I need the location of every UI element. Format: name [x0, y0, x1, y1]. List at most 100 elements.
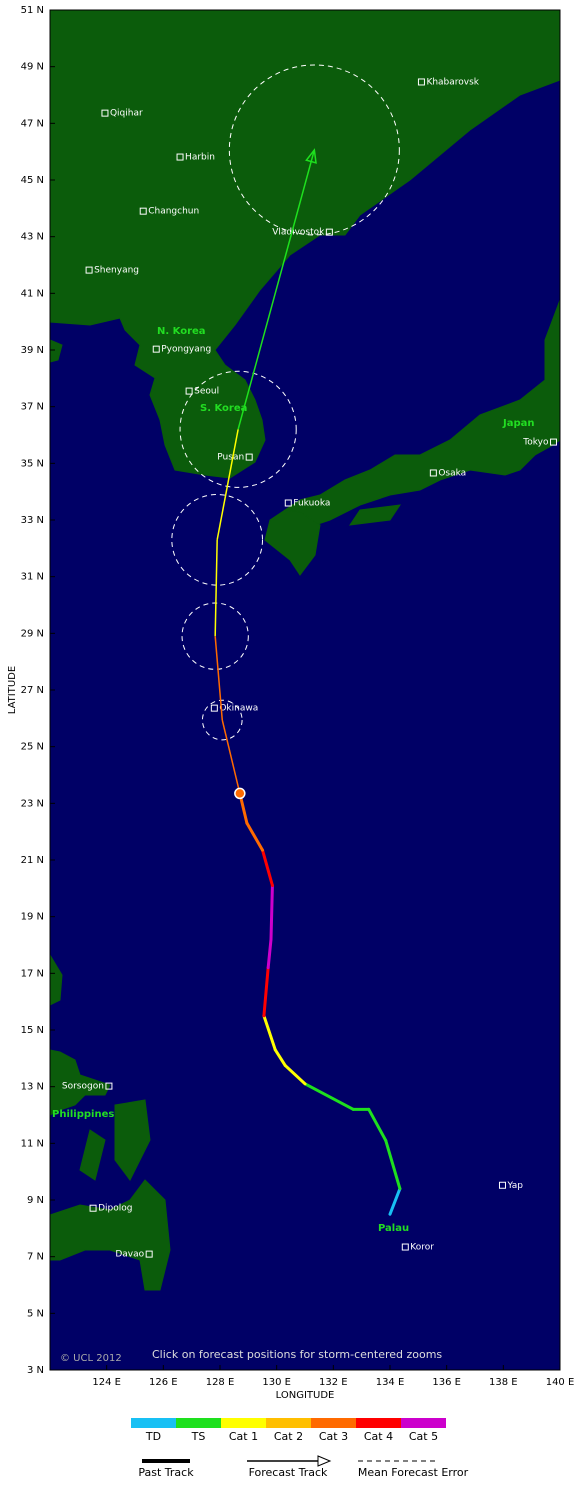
city-marker — [152, 345, 160, 353]
city-label: Harbin — [185, 153, 215, 163]
city-marker — [325, 228, 333, 236]
past-track-segment — [269, 884, 274, 941]
y-tick-label: 41 N — [21, 288, 44, 299]
y-tick-label: 35 N — [21, 458, 44, 469]
forecast-error-circle — [171, 493, 264, 586]
y-tick-label: 51 N — [21, 5, 44, 16]
city-marker — [176, 153, 184, 161]
land — [49, 9, 561, 1291]
y-tick-label: 13 N — [21, 1082, 44, 1093]
y-tick-label: 3 N — [27, 1365, 44, 1376]
legend-swatch — [176, 1418, 221, 1428]
legend-label: Cat 4 — [364, 1430, 393, 1443]
city-marker — [284, 499, 292, 507]
y-tick-label: 9 N — [27, 1195, 44, 1206]
copyright: © UCL 2012 — [60, 1353, 122, 1364]
city-marker — [429, 469, 437, 477]
legend-label: Cat 2 — [274, 1430, 303, 1443]
past-track-segment — [262, 1014, 277, 1052]
city-marker — [101, 109, 109, 117]
forecast-track-segment — [214, 539, 218, 637]
x-tick-label: 132 E — [319, 1377, 348, 1388]
past-track-segment — [261, 848, 274, 887]
y-tick-label: 27 N — [21, 685, 44, 696]
city-marker — [145, 1250, 153, 1258]
note: Click on forecast positions for storm-ce… — [152, 1348, 442, 1361]
city-marker — [85, 266, 93, 274]
city-marker — [139, 207, 147, 215]
region-label: N. Korea — [157, 326, 206, 337]
city-label: Changchun — [148, 207, 199, 217]
y-tick-label: 49 N — [21, 62, 44, 73]
city-label: Pusan — [217, 453, 244, 463]
city-label: Shenyang — [94, 266, 139, 276]
city-label: Koror — [410, 1243, 434, 1253]
city-label: Yap — [506, 1181, 523, 1191]
city-label: Seoul — [194, 387, 219, 397]
y-tick-label: 5 N — [27, 1308, 44, 1319]
current-position — [234, 787, 246, 800]
legend-swatch — [311, 1418, 356, 1428]
region-labels: N. Korea S. Korea Japan Philippines Pala… — [52, 326, 535, 1234]
past-track-segment — [303, 1082, 355, 1111]
legend-label: Cat 3 — [319, 1430, 348, 1443]
past-track-segment — [388, 1187, 402, 1216]
y-tick-label: 7 N — [27, 1252, 44, 1263]
city-label: Pyongyang — [161, 345, 211, 355]
past-track-segment — [367, 1107, 388, 1142]
city-label: Davao — [115, 1250, 144, 1260]
y-tick-label: 45 N — [21, 175, 44, 186]
legend-swatch — [266, 1418, 311, 1428]
x-tick-label: 124 E — [92, 1377, 121, 1388]
y-tick-label: 25 N — [21, 742, 44, 753]
x-tick-label: 140 E — [546, 1377, 575, 1388]
city-marker — [210, 704, 218, 712]
x-tick-label: 138 E — [489, 1377, 518, 1388]
legend-forecast: Forecast Track — [249, 1466, 328, 1479]
y-tick-label: 15 N — [21, 1025, 44, 1036]
forecast-arrow — [305, 148, 317, 164]
y-tick-label: 47 N — [21, 118, 44, 129]
past-track-segment — [262, 966, 270, 1018]
city-label: Qiqihar — [110, 109, 143, 119]
city-marker — [498, 1181, 506, 1189]
y-tick-label: 21 N — [21, 855, 44, 866]
region-label: S. Korea — [200, 403, 247, 414]
region-label: Palau — [378, 1223, 409, 1234]
x-axis-title: LONGITUDE — [276, 1390, 335, 1401]
forecast-track-segment — [237, 149, 316, 430]
city-marker — [89, 1204, 97, 1212]
past-track-segment — [283, 1063, 307, 1086]
past-track-segment — [266, 937, 273, 970]
city-marker — [401, 1243, 409, 1251]
city-label: Fukuoka — [293, 499, 330, 509]
x-tick-label: 134 E — [376, 1377, 405, 1388]
legend: Past Track Forecast Track Mean Forecast … — [138, 1455, 469, 1479]
city-label: Vladivostok — [272, 228, 325, 238]
city-marker — [245, 453, 253, 461]
y-tick-label: 11 N — [21, 1138, 44, 1149]
city-label: Tokyo — [522, 438, 549, 448]
forecast-error-circle — [201, 699, 243, 741]
y-tick-label: 37 N — [21, 402, 44, 413]
y-tick-label: 19 N — [21, 912, 44, 923]
forecast-track-segment — [214, 636, 224, 721]
y-tick-label: 23 N — [21, 798, 44, 809]
city-marker — [417, 78, 425, 86]
city-label: Dipolog — [98, 1204, 132, 1214]
y-tick-label: 43 N — [21, 232, 44, 243]
y-tick-label: 29 N — [21, 628, 44, 639]
city-marker — [185, 387, 193, 395]
city-marker — [105, 1082, 113, 1090]
y-axis-title: LATITUDE — [7, 666, 18, 714]
past-track-segment — [384, 1139, 402, 1191]
legend-error: Mean Forecast Error — [358, 1466, 469, 1479]
forecast-track-segment — [221, 719, 241, 794]
past-track-segment — [273, 1048, 287, 1067]
x-tick-label: 128 E — [206, 1377, 235, 1388]
legend-past: Past Track — [138, 1466, 194, 1479]
city-label: Osaka — [438, 468, 466, 478]
legend-label: Cat 1 — [229, 1430, 258, 1443]
y-tick-label: 17 N — [21, 968, 44, 979]
